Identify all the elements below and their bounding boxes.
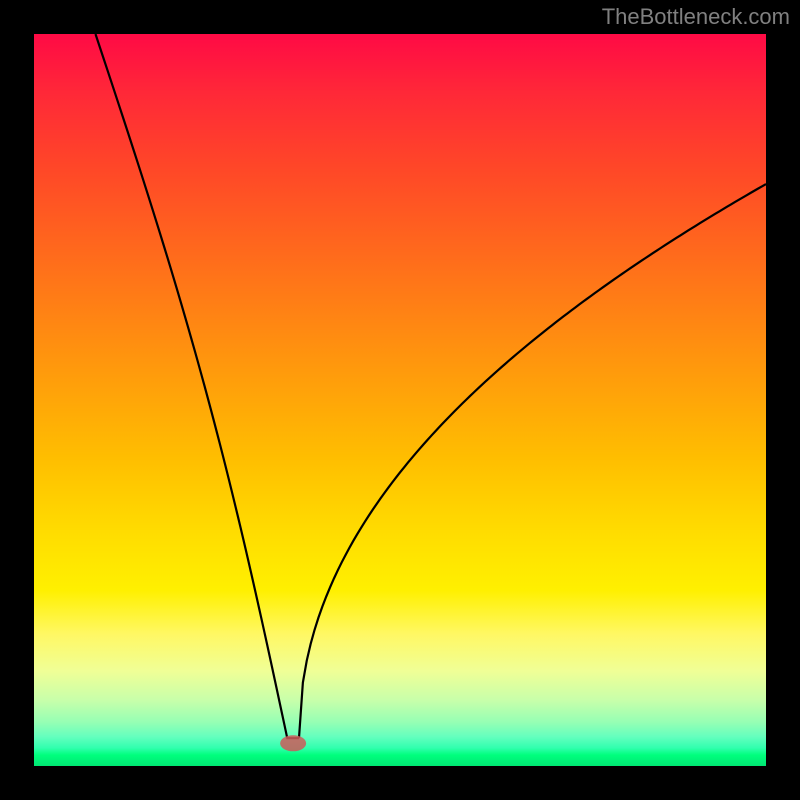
- curve-right-branch: [299, 184, 766, 738]
- plot-area: [34, 34, 766, 766]
- trough-marker: [280, 735, 306, 751]
- bottleneck-curve: [34, 34, 766, 766]
- curve-left-branch: [95, 34, 298, 738]
- watermark-text: TheBottleneck.com: [602, 4, 790, 30]
